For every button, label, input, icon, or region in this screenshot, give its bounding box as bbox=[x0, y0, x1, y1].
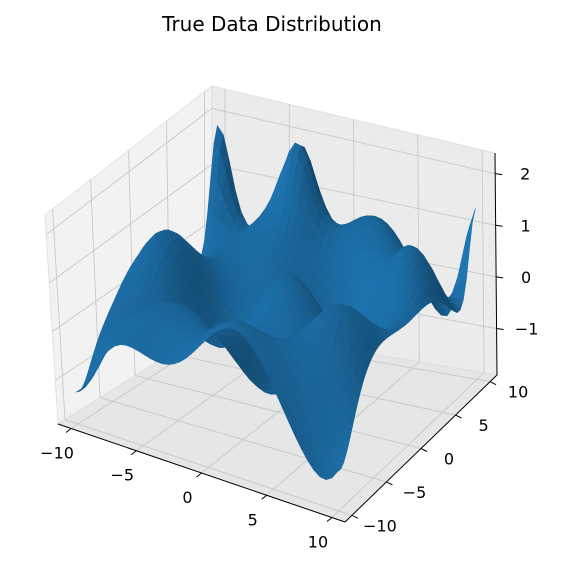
y-tick-label: 5 bbox=[478, 416, 488, 435]
z-tick-label: −1 bbox=[515, 320, 539, 339]
x-tick-label: 5 bbox=[248, 510, 258, 529]
grid-line-x bbox=[331, 149, 485, 518]
y-tick bbox=[489, 381, 497, 386]
y-tick bbox=[351, 514, 359, 519]
y-tick-label: 0 bbox=[444, 450, 454, 469]
z-tick bbox=[496, 276, 504, 279]
x-tick bbox=[196, 472, 202, 478]
grid-line-z bbox=[45, 107, 496, 235]
x-tick bbox=[65, 428, 72, 433]
x-tick bbox=[261, 494, 268, 500]
z-tick-label: 0 bbox=[521, 268, 531, 287]
grid-line-y bbox=[52, 209, 353, 516]
chart-title: True Data Distribution bbox=[161, 12, 382, 36]
y-tick bbox=[420, 448, 428, 452]
z-tick-label: 1 bbox=[521, 216, 531, 235]
z-axis-line bbox=[494, 152, 498, 376]
surface-patch bbox=[331, 468, 341, 479]
z-tick-label: 2 bbox=[520, 165, 530, 184]
x-tick-label: −5 bbox=[110, 466, 134, 485]
z-tick bbox=[495, 224, 503, 227]
y-tick-label: 10 bbox=[508, 383, 528, 402]
y-tick-label: −5 bbox=[403, 483, 427, 502]
z-tick bbox=[495, 173, 503, 176]
y-tick-label: −10 bbox=[363, 516, 397, 535]
z-tick bbox=[496, 328, 504, 331]
x-tick-label: 0 bbox=[182, 488, 192, 507]
x-tick bbox=[130, 450, 137, 456]
grid-line-y bbox=[90, 179, 387, 483]
surface bbox=[76, 124, 476, 481]
x-tick bbox=[326, 517, 333, 522]
x-tick-label: 10 bbox=[308, 533, 328, 552]
y-tick bbox=[386, 481, 393, 486]
x-tick-label: −10 bbox=[40, 443, 74, 462]
y-tick bbox=[455, 414, 462, 419]
